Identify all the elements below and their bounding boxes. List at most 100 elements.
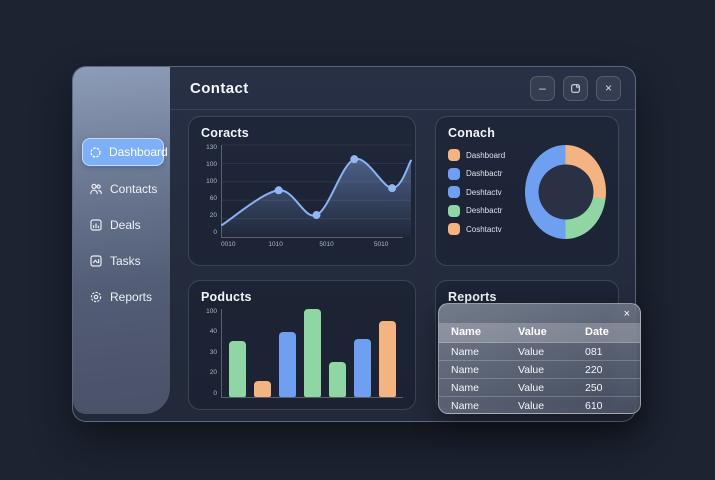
y-tick-label: 40 [209,328,217,336]
sidebar-item-label: Tasks [110,254,141,268]
popup-close-icon[interactable]: × [623,308,630,320]
column-header-name: Name [439,323,506,343]
bar-chart-y-axis: 100 40 30 20 0 [201,308,217,397]
line-chart-plot [221,144,412,238]
legend-swatch-green [448,204,460,217]
table-row[interactable]: Name Value 220 [439,360,640,379]
table-row[interactable]: Name Value 081 [439,342,640,361]
y-tick-label: 100 [206,161,217,169]
people-icon [90,183,102,195]
sidebar-item-label: Dashboard [109,145,168,159]
sidebar: Dashboard Contacts Deals Tasks [73,67,170,414]
popup-header-strip: × [439,304,640,323]
donut-chart-panel: Conach Dashboard Dashbactr Deshtactv [435,116,619,266]
cell-value: Value [506,378,573,397]
cell-name: Name [439,360,506,379]
bar-data [229,340,246,397]
line-chart-panel: Coracts 130 100 100 60 20 0 0010 1010 5010 5010 [188,116,416,266]
line-data-point [312,211,321,220]
close-icon: × [604,81,612,95]
line-chart-svg [221,144,412,237]
donut-legend: Dashboard Dashbactr Deshtactv Deshbactr [448,149,513,235]
donut-ring [525,145,606,239]
reports-table-popup: × Name Value Date Name Value 081 Name Va… [438,303,641,414]
y-tick-label: 30 [209,348,217,356]
table-row[interactable]: Name Value 610 [439,396,640,413]
gear-circle-icon [90,146,101,158]
column-header-date: Date [573,323,640,343]
bar-chart-title: Poducts [201,290,252,304]
y-tick-label: 0 [213,389,217,397]
legend-swatch-blue [448,167,460,180]
bar-data [279,331,296,397]
sidebar-item-reports[interactable]: Reports [83,284,162,310]
sidebar-item-contacts[interactable]: Contacts [83,176,162,202]
column-header-value: Value [506,323,573,343]
cell-date: 610 [573,396,640,413]
line-chart: 130 100 100 60 20 0 [201,144,412,238]
line-chart-y-axis: 130 100 100 60 20 0 [201,144,217,237]
bar-data [304,309,321,397]
table-row[interactable]: Name Value 250 [439,378,640,397]
y-tick-label: 100 [206,308,217,315]
legend-label: Coshtactv [466,224,502,234]
legend-swatch-orange [448,223,460,235]
legend-item[interactable]: Dashboard [448,149,513,161]
minimize-icon: – [539,81,546,95]
table-header-row: Name Value Date [439,323,640,343]
x-tick-label: 1010 [268,241,283,248]
cell-date: 220 [573,360,640,379]
bar-chart: 100 40 30 20 0 [201,308,403,398]
bar-data [329,361,346,397]
cell-value: Value [506,396,573,413]
legend-item[interactable]: Dashbactr [448,167,513,180]
y-tick-label: 0 [213,229,217,237]
legend-swatch-orange [448,149,460,161]
sidebar-item-label: Contacts [110,182,158,196]
cell-name: Name [439,378,506,397]
sidebar-item-dashboard[interactable]: Dashboard [82,138,168,166]
close-button[interactable]: × [596,75,621,101]
legend-item[interactable]: Coshtactv [448,223,513,235]
chart-box-icon [90,219,102,231]
minimize-button[interactable]: – [530,75,555,101]
bar-chart-bars [221,309,403,398]
bar-data [254,381,271,397]
line-chart-x-axis: 0010 1010 5010 5010 [221,238,403,249]
maximize-button[interactable] [563,75,588,101]
y-tick-label: 20 [209,212,217,220]
window-title: Contact [190,79,249,97]
legend-label: Deshbactr [466,206,503,215]
line-data-point [388,184,397,193]
bar-data [379,321,396,397]
line-data-point [350,155,359,164]
y-tick-label: 20 [209,369,217,377]
sidebar-item-tasks[interactable]: Tasks [83,248,162,274]
x-tick-label: 5010 [373,241,389,248]
reports-title: Reports [448,290,497,304]
cell-value: Value [506,342,573,361]
cell-name: Name [439,342,506,361]
legend-label: Dashbactr [466,169,503,178]
donut-hole [538,164,594,220]
reports-table: Name Value Date Name Value 081 Name Valu… [439,323,640,413]
app-window: Dashboard Contacts Deals Tasks [72,66,641,422]
donut-chart-title: Conach [448,126,496,140]
legend-item[interactable]: Deshbactr [448,204,513,217]
legend-swatch-blue [448,186,460,198]
window-controls: – × [530,75,635,101]
x-tick-label: 5010 [319,241,334,248]
sidebar-item-deals[interactable]: Deals [83,212,162,238]
maximize-icon [571,83,580,93]
cell-date: 081 [573,342,640,361]
line-data-point [274,186,283,195]
task-box-icon [90,255,102,267]
sidebar-item-label: Deals [110,218,141,232]
donut-chart: Dashboard Dashbactr Deshtactv Deshbactr [448,145,606,239]
cell-name: Name [439,396,506,413]
legend-label: Dashboard [466,150,506,160]
title-bar: Contact – × [170,67,635,110]
cell-date: 250 [573,378,640,397]
legend-item[interactable]: Deshtactv [448,186,513,198]
